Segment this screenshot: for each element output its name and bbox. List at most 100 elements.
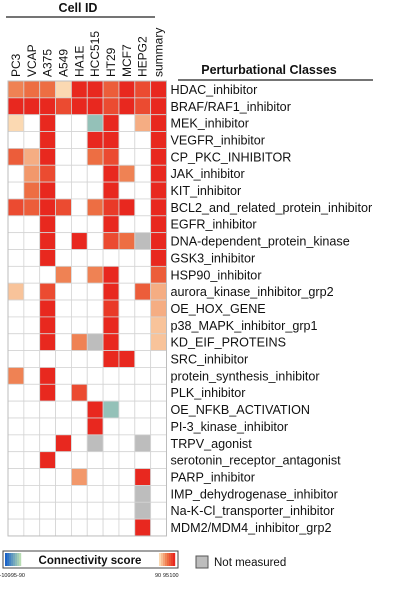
row-group-label: Perturbational Classes bbox=[201, 63, 337, 77]
heatmap-cell bbox=[134, 282, 152, 301]
heatmap-cell bbox=[134, 114, 152, 132]
heatmap-cell bbox=[39, 518, 56, 537]
heatmap-cell bbox=[118, 518, 136, 537]
heatmap-cell bbox=[102, 249, 120, 267]
heatmap-cell bbox=[55, 484, 72, 503]
heatmap-cell bbox=[23, 501, 41, 520]
row-label-pi-3-kinase-inhibitor: PI-3_kinase_inhibitor bbox=[171, 420, 289, 434]
heatmap-cell bbox=[7, 383, 25, 402]
heatmap-cell bbox=[39, 350, 56, 368]
heatmap-cell bbox=[39, 265, 56, 284]
heatmap-cell bbox=[118, 131, 136, 149]
heatmap-cell bbox=[134, 484, 152, 503]
heatmap-cell bbox=[134, 400, 152, 419]
heatmap-cell bbox=[150, 501, 167, 520]
row-label-mek-inhibitor: MEK_inhibitor bbox=[171, 117, 249, 131]
heatmap-cell bbox=[55, 451, 72, 469]
heatmap-cell bbox=[150, 215, 167, 234]
heatmap-cell bbox=[134, 518, 152, 537]
heatmap-cell bbox=[7, 232, 25, 250]
colorbar-negative-swatch bbox=[9, 553, 12, 566]
heatmap-cell bbox=[86, 282, 104, 301]
row-label-serotonin-receptor-antagonist: serotonin_receptor_antagonist bbox=[171, 454, 342, 468]
heatmap-cell bbox=[86, 400, 104, 419]
heatmap-cell bbox=[39, 383, 56, 402]
heatmap-cell bbox=[23, 147, 41, 166]
colorbar-tick-label: -90 bbox=[17, 573, 25, 579]
column-group-label: Cell ID bbox=[59, 1, 98, 15]
heatmap-cell bbox=[102, 232, 120, 250]
heatmap-cell bbox=[102, 282, 120, 301]
heatmap-cell bbox=[71, 114, 88, 132]
heatmap-cell bbox=[134, 80, 152, 99]
heatmap-cell bbox=[86, 434, 104, 453]
heatmap-cell bbox=[23, 249, 41, 267]
heatmap-cell bbox=[134, 164, 152, 183]
heatmap-cell bbox=[86, 97, 104, 116]
heatmap-cell bbox=[150, 417, 167, 436]
column-label-hcc515: HCC515 bbox=[88, 31, 102, 77]
heatmap-cell bbox=[39, 114, 56, 132]
heatmap-cell bbox=[150, 468, 167, 486]
heatmap-cell bbox=[118, 265, 136, 284]
row-label-kit-inhibitor: KIT_inhibitor bbox=[171, 184, 242, 198]
heatmap-cell bbox=[150, 282, 167, 301]
heatmap-cell bbox=[118, 350, 136, 368]
heatmap-cell bbox=[7, 299, 25, 318]
heatmap-cell bbox=[7, 417, 25, 436]
heatmap-cell bbox=[102, 181, 120, 200]
heatmap-cell bbox=[102, 484, 120, 503]
heatmap-cell bbox=[71, 131, 88, 149]
heatmap-cell bbox=[7, 114, 25, 132]
heatmap-cell bbox=[86, 249, 104, 267]
heatmap-cell bbox=[134, 468, 152, 486]
heatmap-cell bbox=[55, 265, 72, 284]
colorbar-negative-swatch bbox=[15, 553, 18, 566]
heatmap-cell bbox=[23, 80, 41, 99]
heatmap-cell bbox=[39, 434, 56, 453]
heatmap-cell bbox=[39, 417, 56, 436]
column-labels: PC3 VCAP A375 A549 HA1E HCC515 HT29 MCF7 HEPG2 su… bbox=[9, 28, 166, 77]
heatmap-cell bbox=[118, 501, 136, 520]
row-label-kd-eif-proteins: KD_EIF_PROTEINS bbox=[171, 336, 286, 350]
heatmap-cell bbox=[150, 484, 167, 503]
row-label-braf-raf1-inhibitor: BRAF/RAF1_inhibitor bbox=[171, 100, 291, 114]
heatmap-cell bbox=[86, 417, 104, 436]
row-label-imp-dehydrogenase-inhibitor: IMP_dehydrogenase_inhibitor bbox=[171, 487, 338, 501]
heatmap-cell bbox=[134, 265, 152, 284]
heatmap-cell bbox=[7, 97, 25, 116]
heatmap-cell bbox=[23, 316, 41, 335]
heatmap-cell bbox=[118, 367, 136, 385]
heatmap-cell bbox=[7, 501, 25, 520]
row-label-jak-inhibitor: JAK_inhibitor bbox=[171, 167, 245, 181]
heatmap-cell bbox=[39, 468, 56, 486]
heatmap-cell bbox=[7, 131, 25, 149]
column-label-vcap: VCAP bbox=[25, 44, 39, 77]
heatmap-cell bbox=[7, 350, 25, 368]
heatmap-cell bbox=[23, 367, 41, 385]
heatmap-cell bbox=[39, 299, 56, 318]
heatmap-cell bbox=[102, 316, 120, 335]
heatmap-cell bbox=[39, 501, 56, 520]
heatmap-cell bbox=[39, 215, 56, 234]
colorbar-tick-label: -95 bbox=[9, 573, 17, 579]
heatmap-cell bbox=[134, 333, 152, 352]
heatmap-cell bbox=[86, 333, 104, 352]
heatmap-cell bbox=[23, 198, 41, 217]
heatmap-cell bbox=[150, 97, 167, 116]
heatmap-cell bbox=[7, 484, 25, 503]
heatmap-cell bbox=[39, 164, 56, 183]
heatmap-cell bbox=[150, 367, 167, 385]
heatmap-cell bbox=[55, 80, 72, 99]
heatmap-cell bbox=[102, 131, 120, 149]
heatmap-cell bbox=[39, 249, 56, 267]
heatmap-cell bbox=[150, 249, 167, 267]
heatmap-cell bbox=[134, 232, 152, 250]
row-label-hsp90-inhibitor: HSP90_inhibitor bbox=[171, 268, 262, 282]
heatmap-cell bbox=[150, 518, 167, 537]
heatmap-cell bbox=[55, 350, 72, 368]
heatmap-cell bbox=[55, 299, 72, 318]
heatmap-cell bbox=[39, 198, 56, 217]
column-label-a549: A549 bbox=[56, 49, 70, 77]
